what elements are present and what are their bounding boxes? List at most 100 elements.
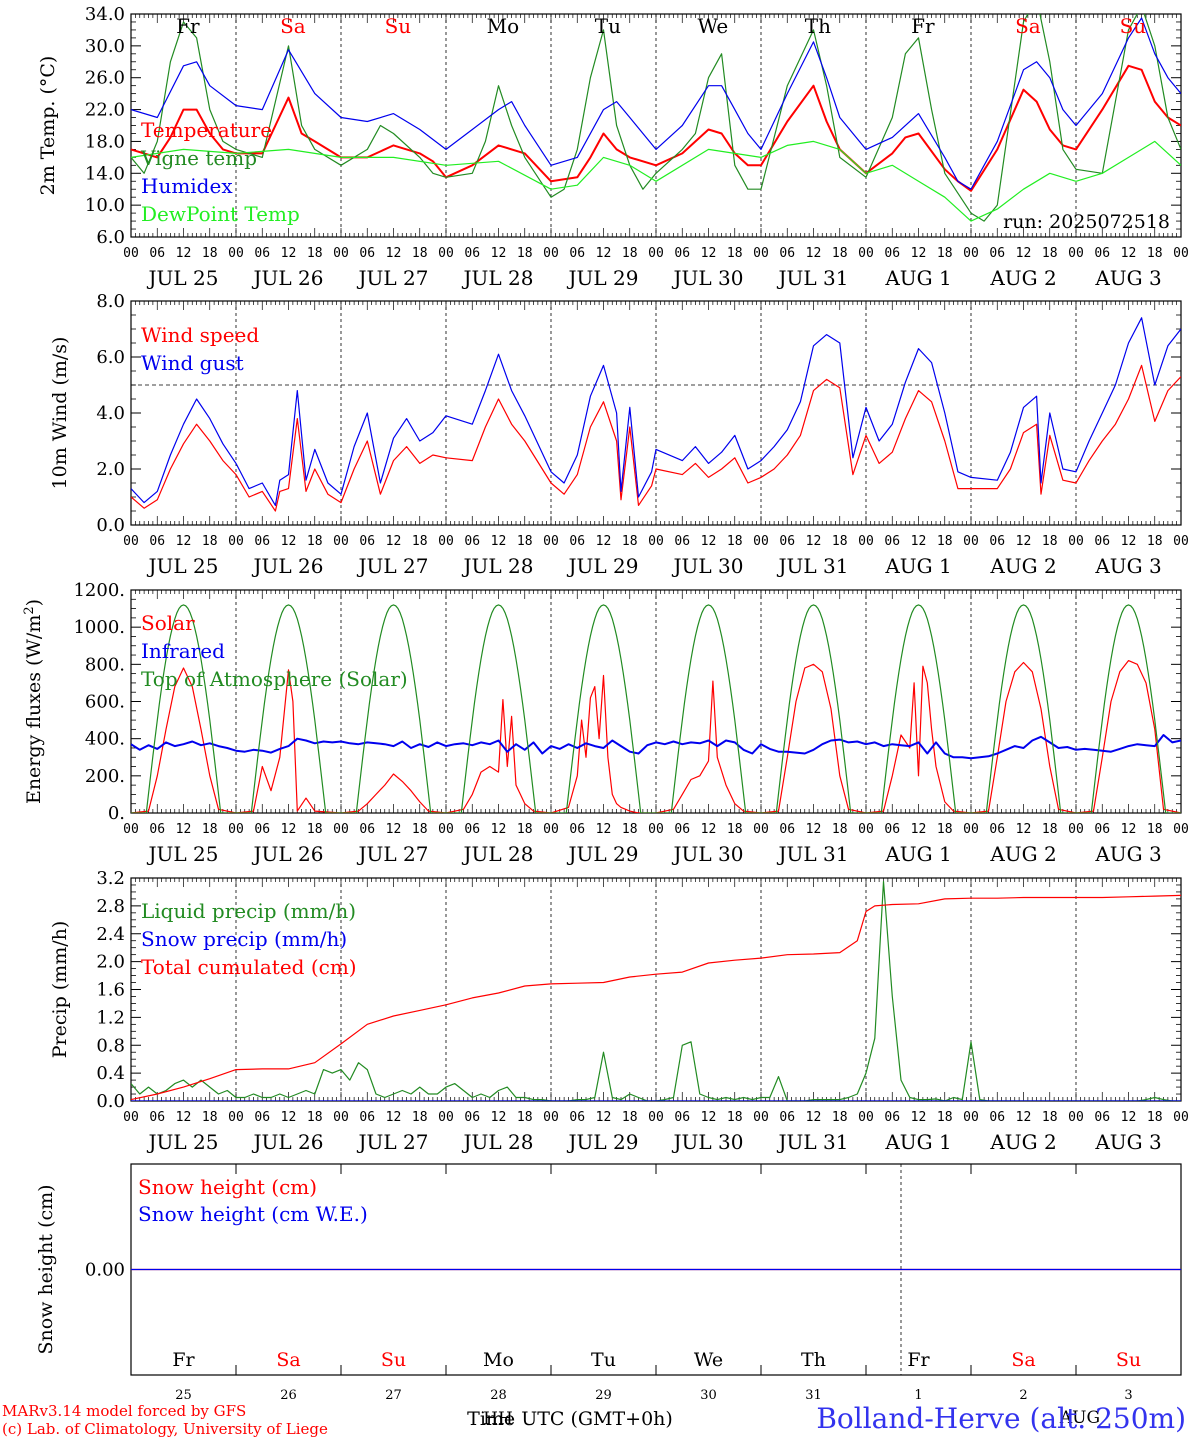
hour-label: 06 — [884, 246, 900, 261]
date-label: AUG 1 — [884, 266, 951, 290]
hour-label: 18 — [202, 246, 218, 261]
weekday-label: Sa — [276, 1349, 300, 1371]
legend-entry: Snow height (cm) — [138, 1175, 317, 1199]
lab-credit: (c) Lab. of Climatology, University of L… — [2, 1420, 328, 1438]
hour-label: 12 — [386, 534, 402, 549]
hour-label: 06 — [884, 822, 900, 837]
y-tick-label: 34.0 — [85, 4, 125, 25]
hour-label: 00 — [648, 822, 664, 837]
hour-label: 00 — [333, 822, 349, 837]
legend-entry: Liquid precip (mm/h) — [141, 899, 356, 923]
hour-label: 00 — [753, 246, 769, 261]
hour-label: 12 — [281, 1110, 297, 1125]
hour-label: 12 — [386, 1110, 402, 1125]
hour-label: 18 — [412, 534, 428, 549]
hour-label: 18 — [937, 534, 953, 549]
hour-label: 18 — [412, 246, 428, 261]
day-number: 26 — [280, 1388, 297, 1403]
y-tick-label: 1.6 — [96, 980, 125, 1001]
y-axis-label: Precip (mm/h) — [49, 921, 71, 1059]
hour-label: 12 — [386, 246, 402, 261]
hour-label: 00 — [858, 1110, 874, 1125]
hour-label: 06 — [884, 1110, 900, 1125]
hour-label: 18 — [202, 534, 218, 549]
hour-label: 06 — [779, 1110, 795, 1125]
hour-label: 18 — [622, 822, 638, 837]
day-number: 27 — [385, 1388, 402, 1403]
hour-label: 00 — [333, 534, 349, 549]
hour-label: 00 — [228, 534, 244, 549]
date-label: JUL 31 — [777, 842, 849, 866]
legend-entry: Wind gust — [141, 351, 244, 375]
hour-label: 12 — [806, 822, 822, 837]
hour-label: 06 — [569, 822, 585, 837]
plot-frame — [130, 589, 1182, 814]
hour-label: 00 — [543, 246, 559, 261]
panel-4: 00 06 12 18 00 06 12 18 00 06 12 18 00 06 12 18 00 06 12 18… — [49, 868, 1189, 1154]
hour-label: 06 — [359, 822, 375, 837]
date-label: JUL 30 — [672, 554, 744, 578]
hour-label: 06 — [674, 1110, 690, 1125]
day-number: 2 — [1019, 1388, 1027, 1403]
legend-entry: Top of Atmosphere (Solar) — [141, 667, 408, 691]
legend-entry: Temperature — [141, 118, 272, 142]
series-line-3 — [131, 894, 1181, 1101]
hour-label: 18 — [307, 1110, 323, 1125]
date-label: JUL 30 — [672, 1130, 744, 1154]
hour-label: 18 — [727, 246, 743, 261]
hour-label: 00 — [1068, 534, 1084, 549]
day-number: 3 — [1124, 1388, 1132, 1403]
weekday-label: Tu — [591, 1349, 616, 1371]
legend-entry: Snow precip (mm/h) — [141, 927, 347, 951]
hour-label: 06 — [254, 822, 270, 837]
hour-label: 00 — [858, 822, 874, 837]
hour-label: 06 — [149, 822, 165, 837]
date-label: JUL 29 — [567, 842, 639, 866]
hour-label: 18 — [622, 534, 638, 549]
hour-label: 18 — [1042, 534, 1058, 549]
hour-label: 18 — [412, 822, 428, 837]
hour-label: 00 — [543, 1110, 559, 1125]
y-tick-label: 1.2 — [96, 1007, 125, 1028]
y-tick-label: 0.4 — [96, 1063, 125, 1084]
hour-label: 12 — [491, 534, 507, 549]
y-tick-label: 0.0 — [96, 515, 125, 536]
weekday-label: Su — [381, 1349, 406, 1371]
weekday-label: Su — [1116, 1349, 1141, 1371]
legend-entry: Snow height (cm W.E.) — [138, 1202, 368, 1226]
hour-label: 06 — [779, 246, 795, 261]
legend-entry: Humidex — [141, 174, 233, 198]
hour-label: 12 — [1121, 534, 1137, 549]
date-label: JUL 26 — [252, 842, 324, 866]
y-tick-label: 2.0 — [96, 459, 125, 480]
hour-label: 12 — [491, 822, 507, 837]
hour-label: 06 — [464, 246, 480, 261]
y-tick-label: 2.0 — [96, 952, 125, 973]
hour-label: 06 — [254, 246, 270, 261]
hour-label: 00 — [228, 1110, 244, 1125]
hour-label: 18 — [517, 822, 533, 837]
hour-label: 06 — [149, 534, 165, 549]
day-number: 31 — [805, 1388, 822, 1403]
hour-label: 12 — [911, 534, 927, 549]
time-axis-label: Time UTC (GMT+0h) — [467, 1408, 673, 1430]
date-label: JUL 30 — [672, 266, 744, 290]
day-number: 30 — [700, 1388, 717, 1403]
y-tick-label: 14.0 — [85, 163, 125, 184]
weekday-label: Fr — [907, 1349, 930, 1371]
weekday-label: Sa — [1011, 1349, 1035, 1371]
y-tick-label: 8.0 — [96, 291, 125, 312]
date-label: JUL 31 — [777, 554, 849, 578]
hour-label: 12 — [1016, 1110, 1032, 1125]
panel-1: 00 06 12 18 00 06 12 18 00 06 12 18 00 06 12 18 00 06 12 18… — [37, 4, 1189, 290]
hour-label: 06 — [569, 1110, 585, 1125]
y-tick-label: 3.2 — [96, 868, 125, 889]
hour-label: 12 — [1121, 246, 1137, 261]
hour-label: 00 — [123, 822, 139, 837]
hour-label: 06 — [989, 534, 1005, 549]
date-label: JUL 26 — [252, 1130, 324, 1154]
y-tick-label: 6.0 — [96, 227, 125, 248]
hour-label: 06 — [1094, 534, 1110, 549]
hour-label: 18 — [832, 246, 848, 261]
